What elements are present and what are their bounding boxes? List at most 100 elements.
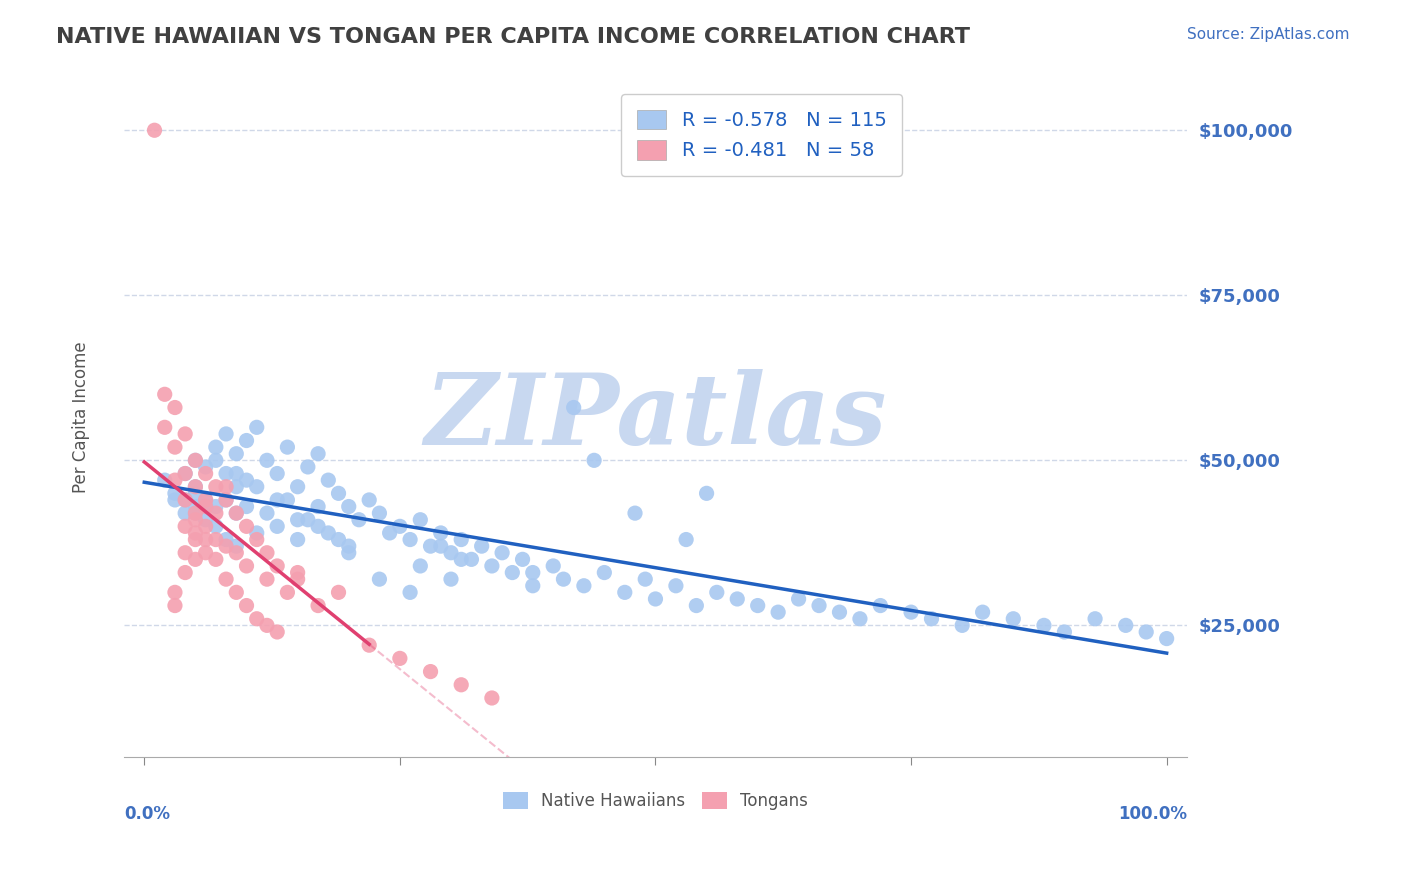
Point bbox=[256, 618, 278, 632]
Point bbox=[184, 533, 207, 547]
Point bbox=[215, 539, 238, 553]
Point bbox=[235, 599, 257, 613]
Point bbox=[562, 401, 585, 415]
Point bbox=[297, 513, 319, 527]
Point bbox=[194, 492, 217, 507]
Point bbox=[276, 492, 298, 507]
Point bbox=[235, 434, 257, 448]
Point bbox=[409, 558, 432, 573]
Point bbox=[583, 453, 606, 467]
Point bbox=[287, 572, 309, 586]
Point bbox=[388, 519, 411, 533]
Text: Per Capita Income: Per Capita Income bbox=[72, 342, 90, 493]
Point bbox=[205, 480, 228, 494]
Point bbox=[184, 480, 207, 494]
Point bbox=[163, 585, 186, 599]
Point bbox=[194, 467, 217, 481]
Point bbox=[287, 513, 309, 527]
Point bbox=[553, 572, 575, 586]
Point bbox=[450, 533, 472, 547]
Point bbox=[184, 453, 207, 467]
Point bbox=[675, 533, 697, 547]
Point bbox=[266, 558, 288, 573]
Point bbox=[246, 420, 269, 434]
Point bbox=[849, 612, 872, 626]
Point bbox=[766, 605, 789, 619]
Point bbox=[163, 599, 186, 613]
Point bbox=[153, 473, 176, 487]
Point bbox=[359, 492, 381, 507]
Point bbox=[307, 500, 329, 514]
Point bbox=[1033, 618, 1056, 632]
Point bbox=[828, 605, 851, 619]
Point bbox=[696, 486, 718, 500]
Text: NATIVE HAWAIIAN VS TONGAN PER CAPITA INCOME CORRELATION CHART: NATIVE HAWAIIAN VS TONGAN PER CAPITA INC… bbox=[56, 27, 970, 46]
Point bbox=[419, 539, 441, 553]
Point bbox=[460, 552, 482, 566]
Point bbox=[174, 426, 197, 441]
Point bbox=[368, 506, 391, 520]
Point bbox=[184, 453, 207, 467]
Point bbox=[194, 500, 217, 514]
Text: 0.0%: 0.0% bbox=[124, 805, 170, 823]
Point bbox=[256, 506, 278, 520]
Point bbox=[215, 492, 238, 507]
Point bbox=[184, 525, 207, 540]
Point bbox=[1084, 612, 1107, 626]
Point bbox=[950, 618, 973, 632]
Point bbox=[491, 546, 513, 560]
Point bbox=[153, 420, 176, 434]
Point bbox=[316, 473, 339, 487]
Point bbox=[163, 492, 186, 507]
Point bbox=[174, 492, 197, 507]
Text: Source: ZipAtlas.com: Source: ZipAtlas.com bbox=[1187, 27, 1350, 42]
Point bbox=[225, 506, 247, 520]
Point bbox=[225, 585, 247, 599]
Point bbox=[409, 513, 432, 527]
Point bbox=[1053, 624, 1076, 639]
Point bbox=[205, 533, 228, 547]
Point bbox=[194, 519, 217, 533]
Point bbox=[215, 572, 238, 586]
Point bbox=[266, 467, 288, 481]
Point bbox=[235, 473, 257, 487]
Point bbox=[246, 533, 269, 547]
Point bbox=[429, 525, 451, 540]
Point bbox=[163, 473, 186, 487]
Point bbox=[1115, 618, 1137, 632]
Point bbox=[347, 513, 370, 527]
Point bbox=[429, 539, 451, 553]
Point bbox=[225, 467, 247, 481]
Point bbox=[194, 492, 217, 507]
Point bbox=[205, 500, 228, 514]
Point bbox=[450, 678, 472, 692]
Point bbox=[328, 486, 350, 500]
Point bbox=[163, 440, 186, 454]
Point bbox=[174, 492, 197, 507]
Point bbox=[471, 539, 494, 553]
Point bbox=[225, 539, 247, 553]
Point bbox=[316, 525, 339, 540]
Point bbox=[163, 486, 186, 500]
Point bbox=[665, 579, 688, 593]
Point bbox=[205, 440, 228, 454]
Point bbox=[205, 506, 228, 520]
Point bbox=[184, 506, 207, 520]
Point bbox=[174, 467, 197, 481]
Point bbox=[256, 572, 278, 586]
Point bbox=[522, 566, 544, 580]
Point bbox=[307, 519, 329, 533]
Point bbox=[808, 599, 831, 613]
Point bbox=[399, 533, 422, 547]
Point bbox=[1156, 632, 1178, 646]
Point bbox=[266, 492, 288, 507]
Point bbox=[522, 579, 544, 593]
Point bbox=[359, 638, 381, 652]
Point bbox=[256, 546, 278, 560]
Point bbox=[1135, 624, 1157, 639]
Point bbox=[194, 533, 217, 547]
Point bbox=[246, 612, 269, 626]
Point bbox=[184, 500, 207, 514]
Point bbox=[501, 566, 523, 580]
Point bbox=[225, 480, 247, 494]
